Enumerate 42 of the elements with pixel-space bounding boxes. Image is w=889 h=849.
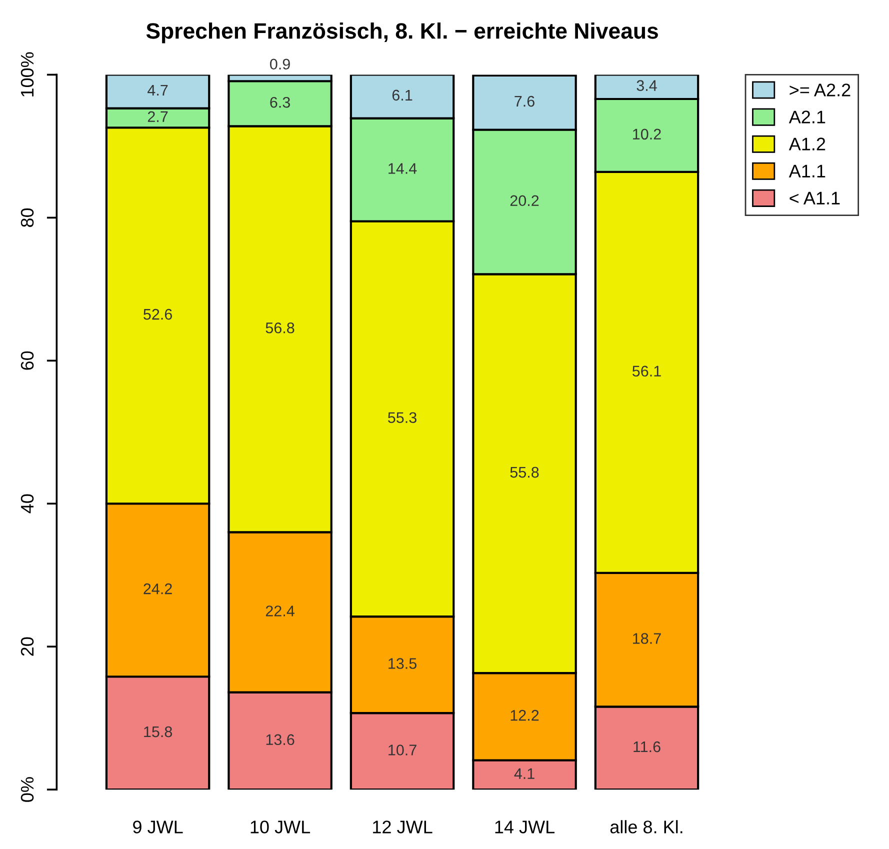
data-label: 52.6 [144,308,172,320]
data-label: 10.2 [633,128,661,140]
data-label: 20.2 [510,195,539,206]
x-tick-label: 14 JWL [495,820,555,834]
y-tick-label: 80 [20,208,34,227]
data-label: 13.5 [388,658,416,669]
data-label: 7.6 [514,96,534,107]
y-tick-label: 60 [20,351,34,370]
legend-label: A1.1 [788,164,826,178]
y-tick-label: 40 [20,494,34,514]
data-label: 56.1 [632,366,661,377]
data-label: 4.1 [514,768,534,779]
legend-label: < A1.1 [790,192,840,204]
data-label: 14.4 [388,163,417,174]
y-tick-label: 0% [20,777,34,802]
data-label: 15.8 [144,726,172,738]
data-label: 55.8 [510,466,539,478]
data-label: 6.1 [392,90,412,101]
data-label: 2.7 [148,111,168,122]
x-tick-label: alle 8. Kl. [610,820,682,834]
y-tick-label: 20 [20,637,34,656]
x-tick-label: 10 JWL [250,820,310,834]
chart-title: Sprechen Französisch, 8. Kl. − erreichte Niveaus [146,22,658,44]
data-label: 22.4 [266,606,294,616]
data-label: 6.3 [270,96,290,108]
data-label: 11.6 [634,741,660,752]
x-tick-label: 9 JWL [133,820,183,834]
data-label: 10.7 [388,744,416,756]
data-label: 24.2 [144,583,172,594]
data-label: 55.3 [388,412,416,424]
data-label: 4.7 [148,84,168,96]
data-label: 18.7 [633,633,661,644]
legend-label: A2.1 [788,110,826,124]
legend-label: >= A2.2 [790,84,850,96]
x-tick-label: 12 JWL [373,820,432,834]
data-label: 3.4 [636,80,657,91]
legend-label: A1.2 [788,138,826,150]
data-label: 0.9 [270,58,290,70]
data-label: 56.8 [266,322,294,334]
y-tick-label: 100% [20,52,34,96]
data-label: 13.6 [266,734,294,746]
data-label: 12.2 [510,710,539,721]
